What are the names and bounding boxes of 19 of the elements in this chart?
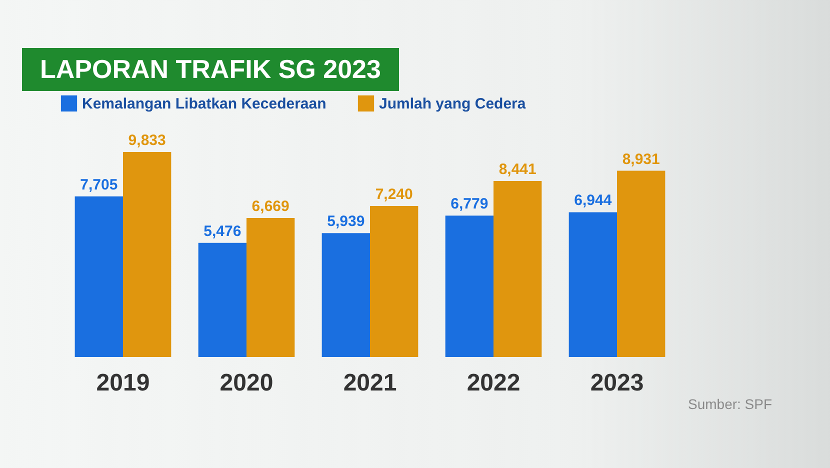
chart-title: LAPORAN TRAFIK SG 2023 bbox=[22, 48, 399, 91]
data-label: 6,944 bbox=[574, 192, 612, 210]
text: Sumber: SPF bbox=[688, 396, 772, 412]
x-tick-label: 2020 bbox=[220, 370, 274, 396]
data-label: 8,441 bbox=[498, 161, 536, 178]
data-label: 7,705 bbox=[80, 176, 118, 194]
data-label: 5,939 bbox=[327, 213, 365, 230]
data-label: 9,833 bbox=[128, 132, 166, 149]
data-label: 6,669 bbox=[252, 198, 290, 215]
data-label: 8,931 bbox=[622, 150, 660, 168]
x-tick-label: 2021 bbox=[343, 370, 397, 396]
data-label: 7,240 bbox=[375, 186, 413, 204]
legend-label: Jumlah yang Cedera bbox=[379, 95, 526, 112]
x-tick-label: 2019 bbox=[96, 370, 150, 396]
x-tick-label: 2022 bbox=[466, 370, 520, 396]
data-label: 5,476 bbox=[204, 222, 242, 240]
legend-label: Kemalangan Libatkan Kecederaan bbox=[82, 95, 326, 112]
x-tick-label: 2023 bbox=[590, 370, 644, 396]
data-label: 6,779 bbox=[450, 196, 488, 213]
